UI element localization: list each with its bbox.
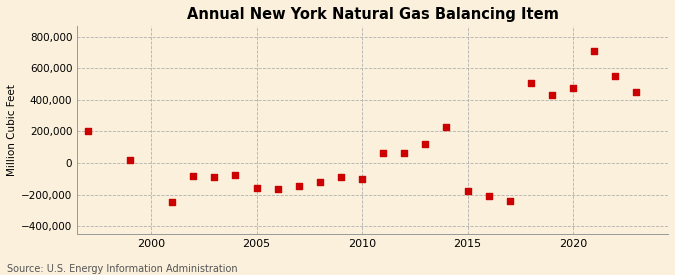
Point bbox=[568, 86, 578, 90]
Point bbox=[399, 151, 410, 155]
Point bbox=[483, 194, 494, 198]
Point bbox=[167, 200, 178, 205]
Y-axis label: Million Cubic Feet: Million Cubic Feet bbox=[7, 84, 17, 176]
Point bbox=[230, 173, 241, 177]
Point bbox=[188, 174, 198, 179]
Point bbox=[335, 175, 346, 179]
Title: Annual New York Natural Gas Balancing Item: Annual New York Natural Gas Balancing It… bbox=[187, 7, 559, 22]
Text: Source: U.S. Energy Information Administration: Source: U.S. Energy Information Administ… bbox=[7, 264, 238, 274]
Point bbox=[356, 177, 367, 181]
Point bbox=[420, 142, 431, 146]
Point bbox=[547, 93, 558, 97]
Point bbox=[378, 151, 389, 155]
Point bbox=[441, 125, 452, 129]
Point bbox=[294, 184, 304, 188]
Point bbox=[504, 199, 515, 203]
Point bbox=[315, 180, 325, 184]
Point bbox=[610, 73, 621, 78]
Point bbox=[125, 158, 136, 162]
Point bbox=[82, 129, 93, 134]
Point bbox=[462, 188, 473, 193]
Point bbox=[251, 186, 262, 190]
Point bbox=[209, 175, 220, 179]
Point bbox=[526, 80, 537, 85]
Point bbox=[272, 187, 283, 191]
Point bbox=[631, 90, 642, 94]
Point bbox=[589, 49, 599, 53]
